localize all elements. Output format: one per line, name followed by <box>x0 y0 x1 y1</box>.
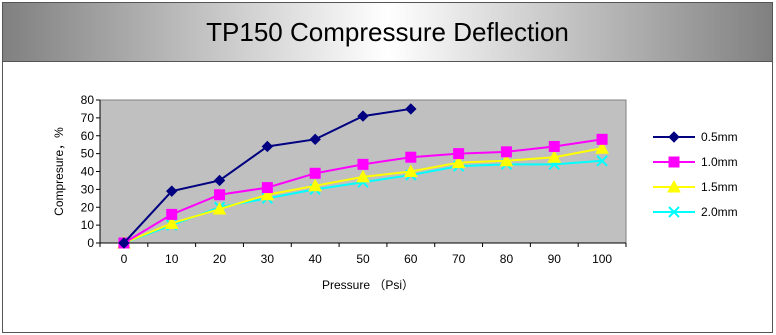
data-point <box>595 141 609 154</box>
data-point <box>164 216 179 229</box>
plot-layer: 0 10 20 30 40 50 60 70 80 0 10 20 30 40 50 60 70 80 90 100 <box>81 93 627 266</box>
data-point <box>118 237 130 249</box>
x-tick-label: 30 <box>261 252 275 266</box>
data-point <box>453 148 465 160</box>
data-point <box>212 201 227 215</box>
x-axis-title: Pressure （Psi） <box>322 278 414 292</box>
x-tick-label: 70 <box>452 252 466 266</box>
legend-label: 2.0mm <box>701 205 738 219</box>
title-bar: TP150 Compressure Deflection <box>3 3 772 62</box>
x-tick-label: 50 <box>356 252 370 266</box>
y-tick-label: 50 <box>81 147 95 161</box>
y-axis-title: Compresure，% <box>52 127 66 216</box>
data-point <box>309 133 321 146</box>
x-tick-label: 90 <box>548 252 562 266</box>
data-point <box>309 167 321 179</box>
legend-marker <box>667 179 681 193</box>
x-tick-label: 0 <box>121 252 128 266</box>
legend-marker <box>668 206 680 218</box>
x-tick-label: 40 <box>309 252 323 266</box>
data-point <box>357 158 369 170</box>
y-tick-label: 20 <box>81 200 95 214</box>
y-tick-label: 0 <box>87 236 94 250</box>
data-point <box>261 140 274 153</box>
x-tick-label: 10 <box>165 252 179 266</box>
data-point <box>260 187 275 201</box>
data-point <box>500 146 512 158</box>
x-tick-label: 20 <box>213 252 227 266</box>
data-point <box>214 189 226 201</box>
legend-label: 0.5mm <box>701 130 738 144</box>
data-point <box>499 153 514 167</box>
y-tick-label: 40 <box>81 165 95 179</box>
y-tick-label: 30 <box>81 182 95 196</box>
y-tick-label: 60 <box>81 129 95 143</box>
legend-marker-stroke <box>668 206 680 218</box>
data-point <box>213 174 226 187</box>
y-tick-label: 70 <box>81 111 95 125</box>
data-point <box>405 151 417 163</box>
data-point <box>596 133 608 145</box>
data-point <box>166 208 178 220</box>
data-point <box>356 169 370 183</box>
legend-label: 1.5mm <box>701 180 738 194</box>
data-point <box>308 178 323 192</box>
legend-marker <box>668 131 680 143</box>
data-point <box>451 155 466 169</box>
data-point <box>357 110 369 122</box>
y-tick-label: 10 <box>81 218 95 232</box>
data-point <box>405 103 417 115</box>
data-point <box>596 155 608 167</box>
data-point-stroke <box>596 155 608 167</box>
data-point <box>548 140 560 152</box>
data-point <box>547 150 562 163</box>
legend: 0.5mm 1.0mm 1.5mm 2.0mm <box>653 130 738 219</box>
data-point <box>166 185 178 197</box>
x-tick-label: 80 <box>500 252 514 266</box>
x-tick-label: 60 <box>404 252 418 266</box>
data-point <box>403 164 418 177</box>
legend-label: 1.0mm <box>701 155 738 169</box>
x-tick-label: 100 <box>592 252 612 266</box>
legend-marker <box>668 156 680 168</box>
data-point <box>261 182 273 194</box>
y-tick-label: 80 <box>81 93 95 107</box>
chart-title: TP150 Compressure Deflection <box>206 16 569 47</box>
